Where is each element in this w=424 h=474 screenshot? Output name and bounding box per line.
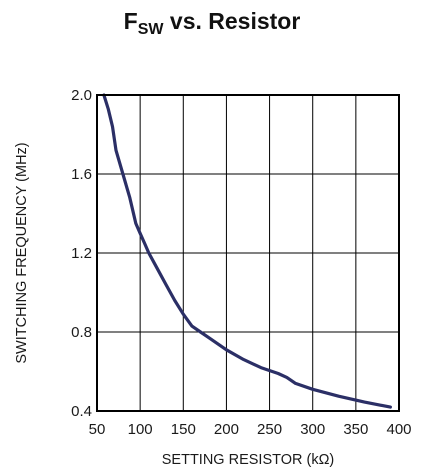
y-tick-label: 2.0 — [71, 87, 92, 104]
chart-title-prefix: F — [124, 8, 138, 34]
x-tick-label: 350 — [343, 421, 368, 438]
y-tick-label: 0.4 — [71, 403, 92, 420]
chart-title-suffix: vs. Resistor — [164, 8, 301, 34]
x-tick-label: 300 — [300, 421, 325, 438]
chart-title-subscript: SW — [138, 21, 165, 38]
grid — [97, 95, 399, 411]
y-tick-label: 1.2 — [71, 245, 92, 262]
y-tick-label: 0.8 — [71, 324, 92, 341]
x-axis-label: SETTING RESISTOR (kΩ) — [162, 452, 335, 468]
x-tick-label: 50 — [89, 421, 106, 438]
tick-labels: 50 100 150 200 250 300 350 400 0.4 0.8 1.2 1.6 2.0 — [71, 87, 411, 438]
y-tick-label: 1.6 — [71, 166, 92, 183]
chart-title: FSW vs. Resistor — [124, 8, 301, 38]
y-axis-label: SWITCHING FREQUENCY (MHz) — [14, 142, 30, 363]
x-tick-label: 100 — [128, 421, 153, 438]
x-tick-label: 250 — [257, 421, 282, 438]
series-line — [102, 93, 392, 409]
data-lines — [102, 93, 392, 409]
x-tick-label: 150 — [171, 421, 196, 438]
x-tick-label: 200 — [214, 421, 239, 438]
x-tick-label: 400 — [386, 421, 411, 438]
plot-area-frame — [96, 94, 400, 412]
